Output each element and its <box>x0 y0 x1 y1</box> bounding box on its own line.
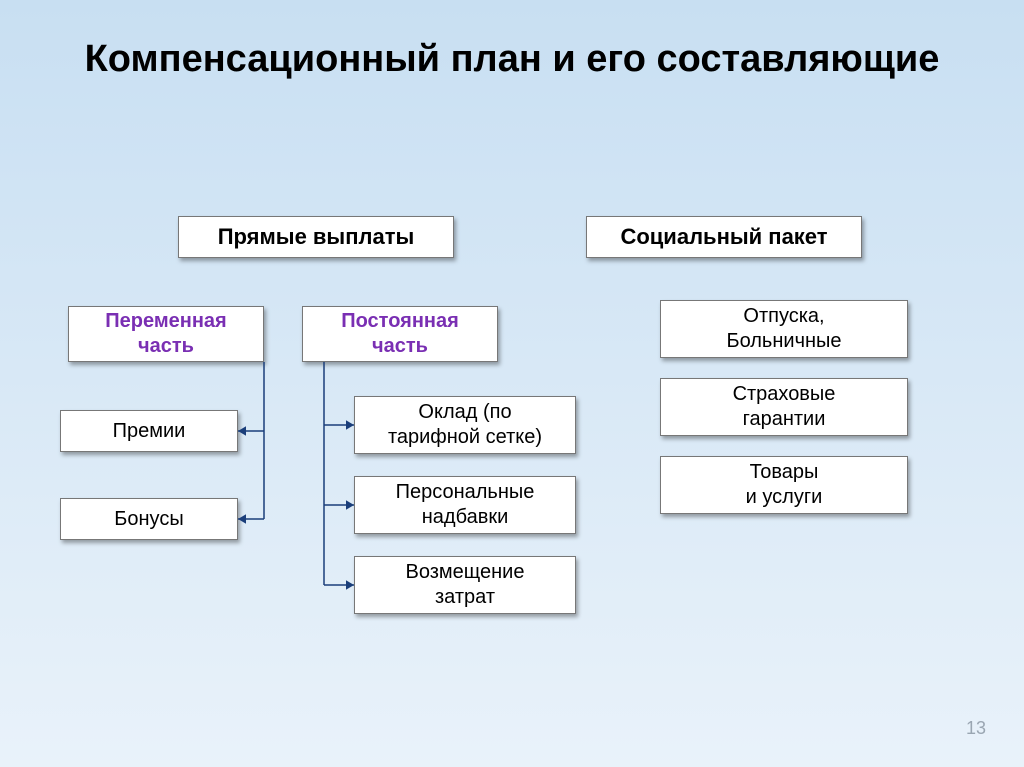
slide-title: Компенсационный план и его составляющие <box>0 38 1024 82</box>
box-label: Прямые выплаты <box>218 223 415 251</box>
box-direct-payments: Прямые выплаты <box>178 216 454 258</box>
box-label: Бонусы <box>114 507 183 532</box>
box-vacation: Отпуска,Больничные <box>660 300 908 358</box>
box-insurance: Страховыегарантии <box>660 378 908 436</box>
box-goods: Товарыи услуги <box>660 456 908 514</box>
box-label: Оклад (потарифной сетке) <box>388 400 542 450</box>
box-variable-part: Переменнаячасть <box>68 306 264 362</box>
box-constant-part: Постояннаячасть <box>302 306 498 362</box>
box-label: Персональныенадбавки <box>396 480 535 530</box>
box-label: Отпуска,Больничные <box>726 304 841 354</box>
box-label: Премии <box>113 419 186 444</box>
box-social-package: Социальный пакет <box>586 216 862 258</box>
box-salary: Оклад (потарифной сетке) <box>354 396 576 454</box>
box-label: Постояннаячасть <box>341 309 459 359</box>
box-label: Товарыи услуги <box>746 460 823 510</box>
box-allowances: Персональныенадбавки <box>354 476 576 534</box>
box-label: Переменнаячасть <box>105 309 226 359</box>
box-premiums: Премии <box>60 410 238 452</box>
box-reimbursement: Возмещениезатрат <box>354 556 576 614</box>
box-label: Страховыегарантии <box>733 382 836 432</box>
box-label: Возмещениезатрат <box>406 560 525 610</box>
box-label: Социальный пакет <box>620 223 827 251</box>
box-bonuses: Бонусы <box>60 498 238 540</box>
slide-number: 13 <box>966 718 986 739</box>
